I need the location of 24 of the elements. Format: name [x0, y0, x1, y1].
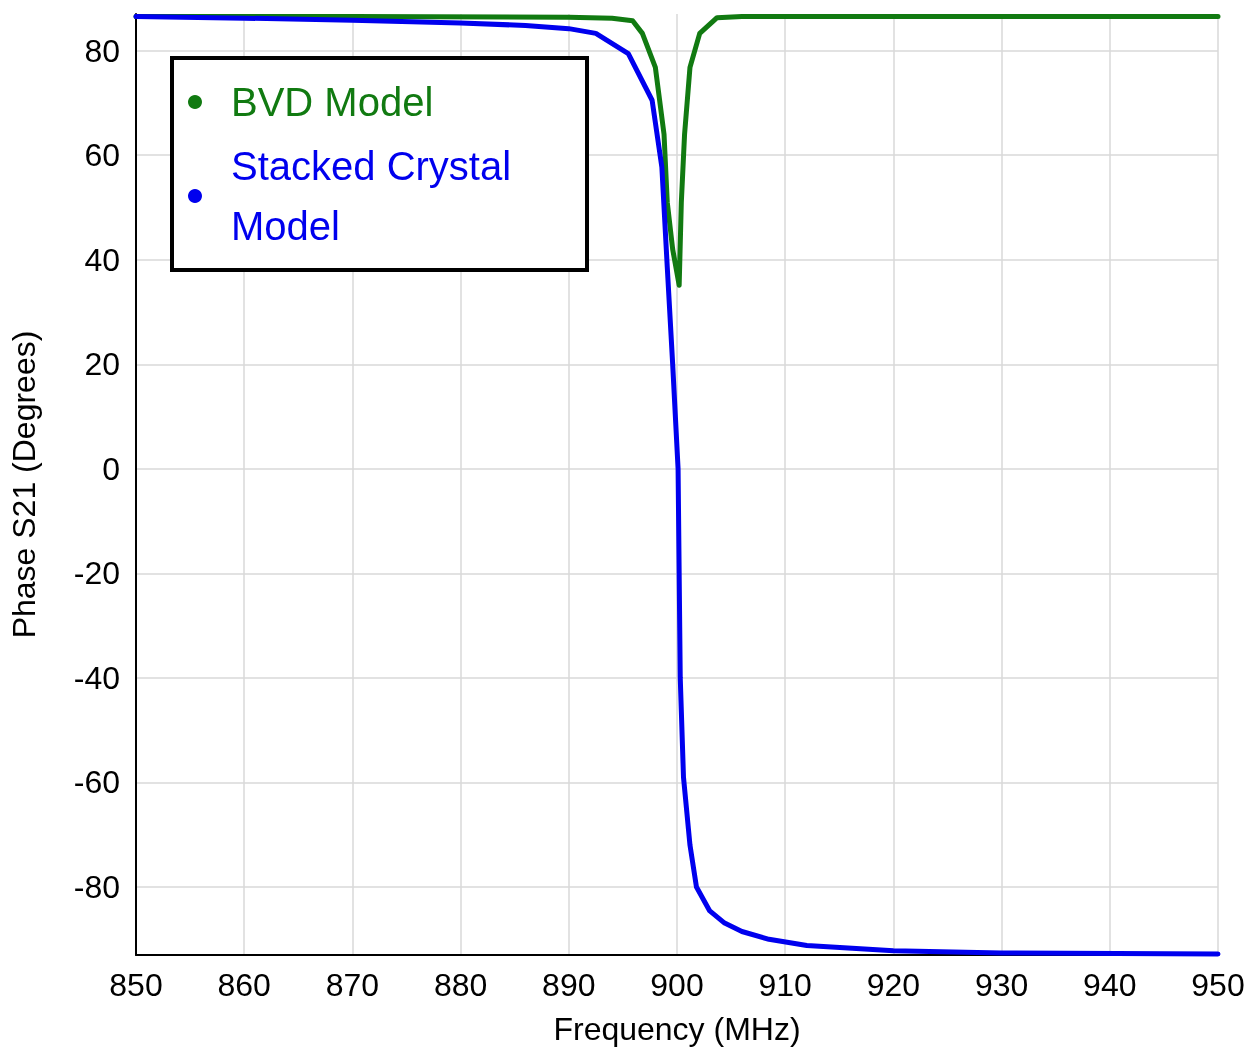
y-tick-label: -80 — [73, 869, 120, 906]
legend-label: BVD Model — [231, 80, 434, 124]
x-tick-label: 940 — [1083, 967, 1137, 1003]
x-tick-label: 860 — [217, 967, 271, 1003]
x-tick-label: 890 — [542, 967, 596, 1003]
legend-label: Stacked Crystal Model — [231, 144, 523, 248]
y-tick-label: -40 — [73, 659, 120, 696]
y-tick-label: 80 — [84, 32, 120, 69]
x-tick-label: 870 — [325, 967, 380, 1003]
x-tick-label: 900 — [650, 967, 704, 1003]
y-axis-title: Phase S21 (Degrees) — [6, 330, 42, 639]
y-tick-label: 20 — [84, 346, 120, 383]
x-tick-label: 850 — [109, 967, 163, 1003]
y-tick-label: 60 — [84, 137, 120, 174]
x-tick-label: 950 — [1191, 967, 1245, 1003]
x-tick-label: 920 — [866, 967, 921, 1003]
y-tick-label: -20 — [73, 555, 120, 592]
y-tick-label: -60 — [73, 764, 120, 801]
x-axis-title: Frequency (MHz) — [553, 1011, 801, 1047]
y-tick-label: 0 — [102, 450, 120, 487]
x-tick-label: 930 — [974, 967, 1029, 1003]
x-tick-label: 880 — [433, 967, 488, 1003]
x-tick-label: 910 — [758, 967, 812, 1003]
y-tick-label: 40 — [84, 241, 120, 278]
